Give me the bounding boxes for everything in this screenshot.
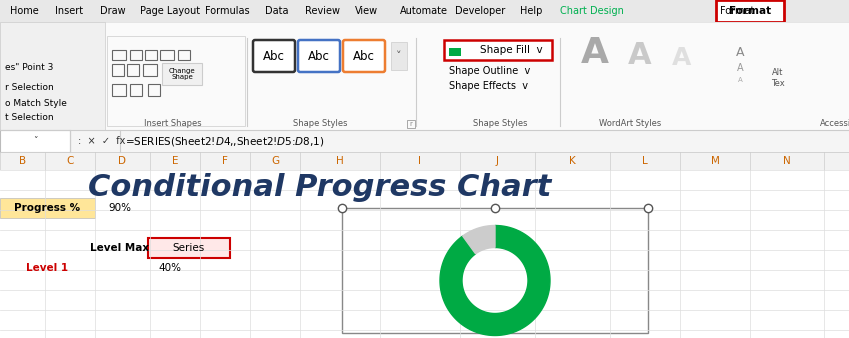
Text: K: K <box>569 156 576 166</box>
Text: E: E <box>171 156 178 166</box>
Text: A: A <box>672 46 692 70</box>
Text: N: N <box>783 156 791 166</box>
Text: Shape Fill  v: Shape Fill v <box>480 45 543 55</box>
Text: t Selection: t Selection <box>5 114 53 122</box>
Text: J: J <box>496 156 499 166</box>
Text: Level 1: Level 1 <box>26 263 68 273</box>
Bar <box>0 130 849 152</box>
Text: F: F <box>222 156 228 166</box>
Bar <box>449 48 461 56</box>
Text: :  ×  ✓  fx: : × ✓ fx <box>78 136 126 146</box>
Text: Page Layout: Page Layout <box>140 6 200 16</box>
Bar <box>0 22 849 130</box>
Text: H: H <box>336 156 344 166</box>
Text: Progress %: Progress % <box>14 203 80 213</box>
Text: A: A <box>736 47 745 59</box>
Bar <box>716 0 784 22</box>
Bar <box>145 50 157 60</box>
Bar <box>342 208 648 333</box>
Text: Abc: Abc <box>353 49 375 63</box>
Text: Change
Shape: Change Shape <box>169 68 195 80</box>
Bar <box>0 0 849 22</box>
Text: G: G <box>271 156 279 166</box>
Text: Formulas: Formulas <box>205 6 250 16</box>
Bar <box>160 50 174 60</box>
Text: Shape Styles: Shape Styles <box>473 119 527 128</box>
Text: View: View <box>355 6 378 16</box>
FancyBboxPatch shape <box>343 40 385 72</box>
Bar <box>0 130 70 152</box>
Text: Insert Shapes: Insert Shapes <box>144 119 202 128</box>
Polygon shape <box>463 225 495 254</box>
Text: WordArt Styles: WordArt Styles <box>599 119 661 128</box>
Text: 90%: 90% <box>109 203 132 213</box>
Text: Insert: Insert <box>55 6 83 16</box>
Bar <box>148 84 160 96</box>
FancyBboxPatch shape <box>298 40 340 72</box>
Text: =SERIES(Sheet2!$D$4,,Sheet2!$D$5:$D$8,1): =SERIES(Sheet2!$D$4,,Sheet2!$D$5:$D$8,1) <box>125 135 324 147</box>
Bar <box>112 84 126 96</box>
Bar <box>112 50 126 60</box>
Bar <box>127 64 139 76</box>
Text: Level Max: Level Max <box>91 243 149 253</box>
Text: Alt
Tex: Alt Tex <box>771 68 784 88</box>
Bar <box>107 36 245 126</box>
Bar <box>130 84 142 96</box>
Text: Shape Styles: Shape Styles <box>293 119 347 128</box>
Bar <box>0 22 105 130</box>
Text: Chart Design: Chart Design <box>560 6 624 16</box>
Text: A: A <box>628 41 652 70</box>
Text: I: I <box>419 156 421 166</box>
Text: 40%: 40% <box>159 263 182 273</box>
Text: ˅: ˅ <box>396 51 402 61</box>
Text: B: B <box>19 156 26 166</box>
Text: Conditional Progress Chart: Conditional Progress Chart <box>88 173 552 202</box>
Bar <box>148 238 230 258</box>
Text: o Match Style: o Match Style <box>5 98 67 107</box>
Bar <box>178 50 190 60</box>
Bar <box>444 40 552 60</box>
Text: es" Point 3: es" Point 3 <box>5 64 53 72</box>
Text: Shape Effects  v: Shape Effects v <box>449 81 528 91</box>
Text: Draw: Draw <box>100 6 126 16</box>
Text: A: A <box>738 77 742 83</box>
Text: Format: Format <box>720 6 755 16</box>
Bar <box>143 64 157 76</box>
Bar <box>0 22 849 130</box>
Bar <box>112 64 124 76</box>
Text: Abc: Abc <box>263 49 285 63</box>
Text: Help: Help <box>520 6 543 16</box>
Text: D: D <box>119 156 127 166</box>
Bar <box>0 152 849 170</box>
Text: Home: Home <box>10 6 39 16</box>
Text: Data: Data <box>265 6 289 16</box>
Text: ˅: ˅ <box>33 137 37 145</box>
Text: Shape Outline  v: Shape Outline v <box>449 66 531 76</box>
Text: Automate: Automate <box>400 6 448 16</box>
Text: Accessi: Accessi <box>820 119 849 128</box>
Text: L: L <box>642 156 648 166</box>
Bar <box>407 120 415 128</box>
Text: M: M <box>711 156 719 166</box>
Text: A: A <box>581 36 609 70</box>
Text: Developer: Developer <box>455 6 505 16</box>
Bar <box>0 170 849 338</box>
Text: Series: Series <box>173 243 205 253</box>
Text: Format: Format <box>729 6 771 16</box>
Bar <box>130 50 142 60</box>
Text: Abc: Abc <box>308 49 330 63</box>
Text: r Selection: r Selection <box>5 83 53 93</box>
Bar <box>162 63 202 85</box>
Text: C: C <box>66 156 74 166</box>
Bar <box>0 198 95 218</box>
FancyBboxPatch shape <box>253 40 295 72</box>
Polygon shape <box>440 225 550 336</box>
Text: Review: Review <box>305 6 340 16</box>
Text: A: A <box>737 63 744 73</box>
Text: r: r <box>409 121 413 127</box>
Bar <box>391 42 407 70</box>
